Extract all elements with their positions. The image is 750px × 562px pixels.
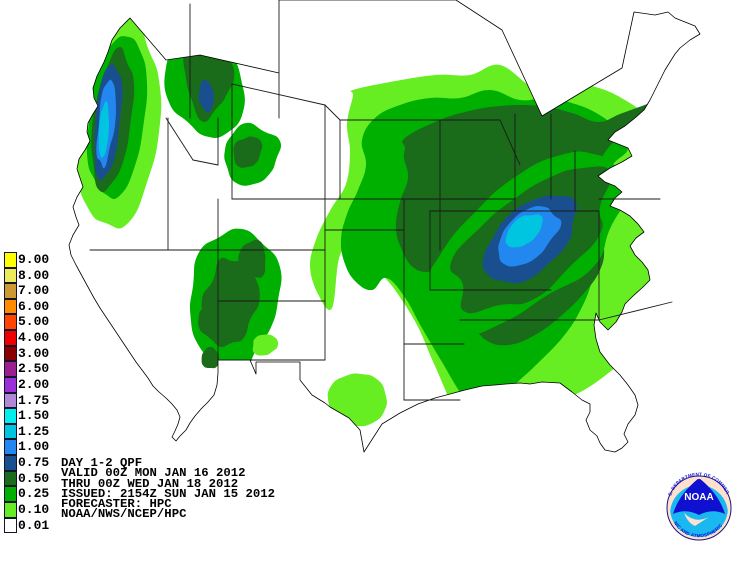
svg-text:NOAA: NOAA xyxy=(684,492,713,503)
